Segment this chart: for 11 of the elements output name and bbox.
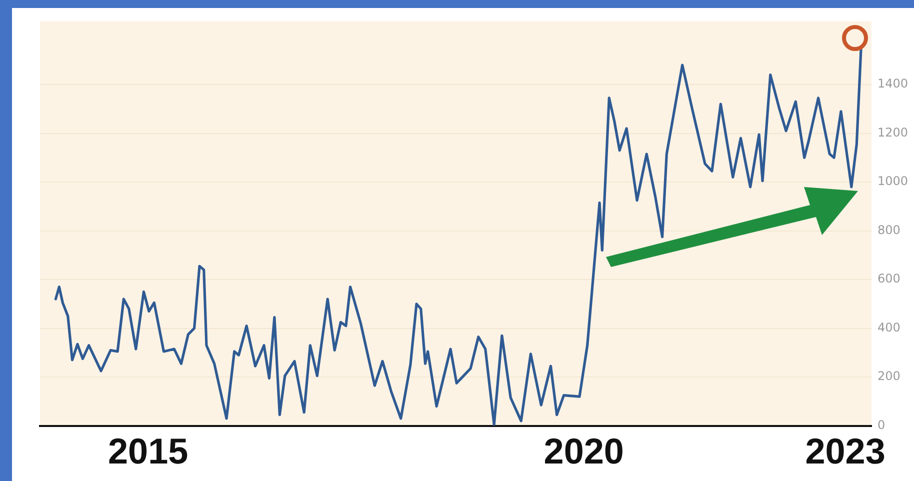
y-tick-label: 600 xyxy=(877,272,900,286)
y-tick-label: 800 xyxy=(877,222,900,237)
y-tick-label: 0 xyxy=(877,418,886,432)
y-tick-label: 200 xyxy=(877,369,900,384)
x-tick-label: 2015 xyxy=(108,430,188,472)
y-tick-label: 1200 xyxy=(877,125,908,140)
y-tick-label: 1000 xyxy=(877,174,908,188)
y-tick-label: 400 xyxy=(877,320,900,334)
x-tick-label: 2020 xyxy=(544,430,624,472)
y-tick-label: 1400 xyxy=(877,76,908,91)
x-tick-label: 2023 xyxy=(805,430,886,472)
